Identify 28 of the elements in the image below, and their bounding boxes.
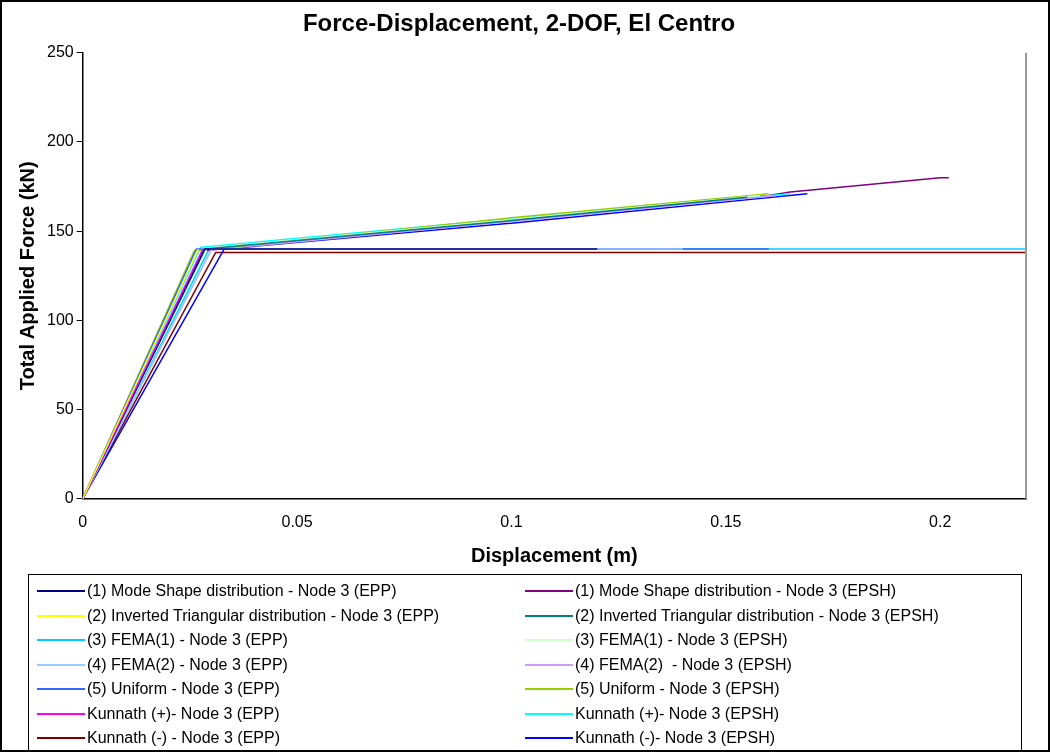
legend-label: (2) Inverted Triangular distribution - Node 3 (EPP) <box>87 605 440 626</box>
y-tick-label: 250 <box>46 43 74 61</box>
x-tick-label: 0.15 <box>710 512 742 530</box>
legend-label: Kunnath (-) - Node 3 (EPP) <box>87 728 280 748</box>
legend-label: (1) Mode Shape distribution - Node 3 (EPSH) <box>575 581 897 601</box>
legend-label: Kunnath (+)- Node 3 (EPSH) <box>575 703 780 724</box>
x-tick-label: 0.1 <box>500 512 523 530</box>
y-axis-title: Total Applied Force (kN) <box>15 161 38 391</box>
x-tick-label: 0 <box>78 512 88 530</box>
legend-label: (5) Uniform - Node 3 (EPSH) <box>575 679 780 699</box>
y-tick-label: 200 <box>46 132 74 150</box>
y-tick-label: 50 <box>55 400 74 418</box>
legend-label: (1) Mode Shape distribution - Node 3 (EPP) <box>87 581 397 601</box>
legend-label: (5) Uniform - Node 3 (EPP) <box>87 679 280 699</box>
x-tick-label: 0.05 <box>281 512 313 530</box>
legend-label: (4) FEMA(2) - Node 3 (EPP) <box>87 654 288 675</box>
legend-label: (3) FEMA(1) - Node 3 (EPSH) <box>575 630 788 650</box>
y-tick-label: 150 <box>46 221 74 239</box>
x-tick-label: 0.2 <box>929 512 952 530</box>
legend-label: Kunnath (-)- Node 3 (EPSH) <box>575 728 776 748</box>
chart-title: Force-Displacement, 2-DOF, El Centro <box>302 9 736 37</box>
legend-label: (3) FEMA(1) - Node 3 (EPP) <box>87 630 288 650</box>
legend-label: Kunnath (+)- Node 3 (EPP) <box>87 703 280 724</box>
y-tick-label: 0 <box>64 489 74 507</box>
y-tick-label: 100 <box>46 310 74 328</box>
legend-label: (2) Inverted Triangular distribution - Node 3 (EPSH) <box>575 605 939 626</box>
x-axis-title: Displacement (m) <box>470 543 638 566</box>
legend-label: (4) FEMA(2) - Node 3 (EPSH) <box>575 654 792 675</box>
